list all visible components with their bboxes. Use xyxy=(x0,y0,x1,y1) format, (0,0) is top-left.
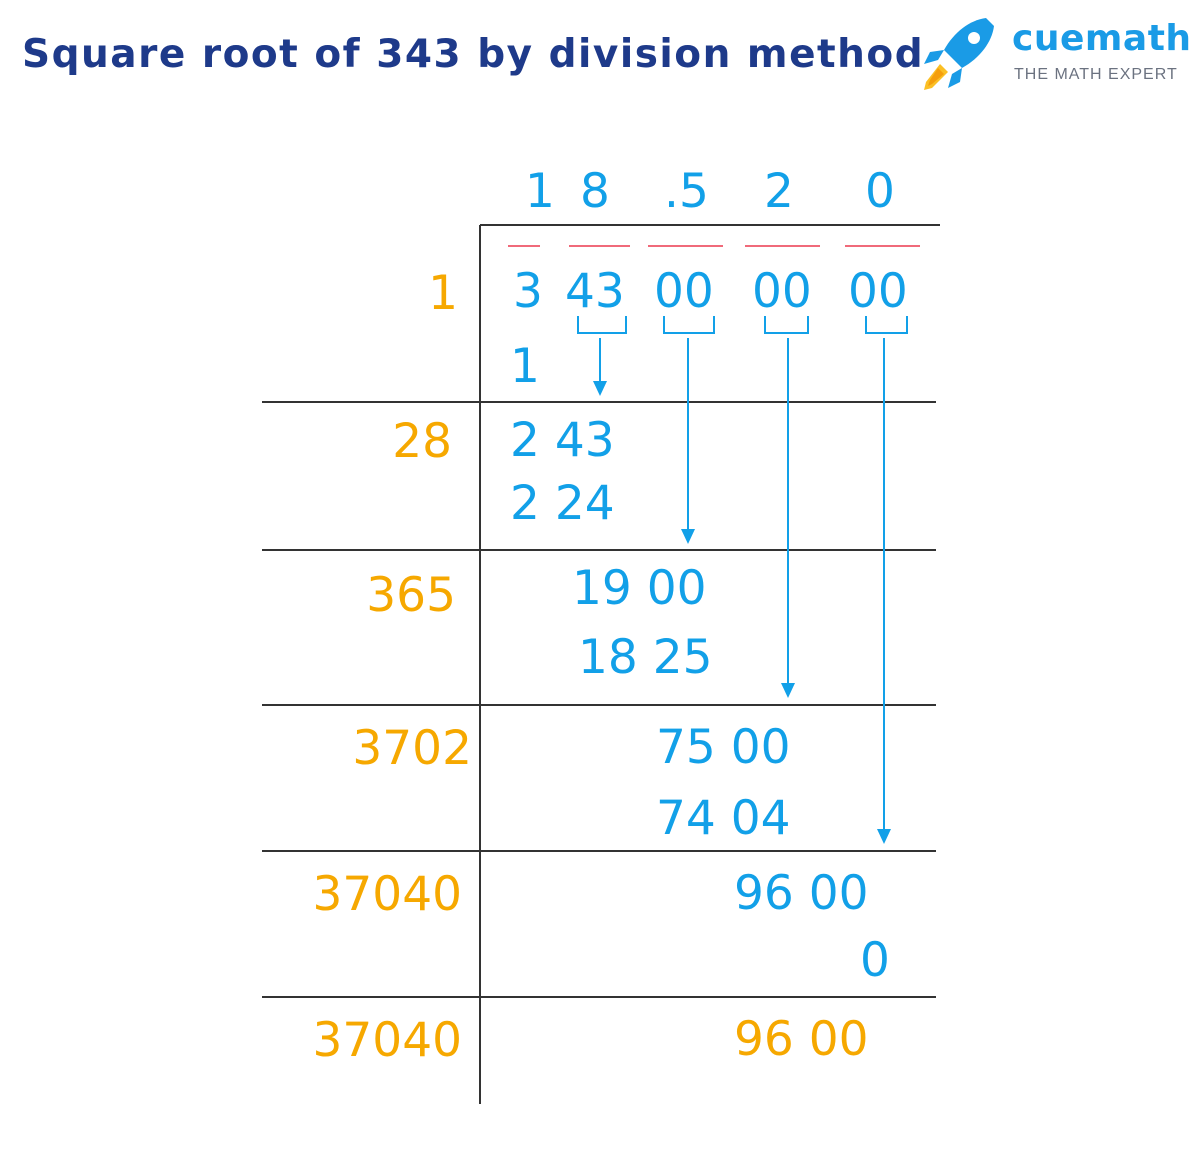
pair-bracket xyxy=(764,316,809,334)
dividend-group: 00 xyxy=(654,264,714,319)
divisor: 3702 xyxy=(352,721,472,776)
page-title: Square root of 343 by division method xyxy=(22,32,925,77)
subtrahend: 0 xyxy=(860,933,890,988)
arrow-head xyxy=(877,829,891,844)
divisor: 28 xyxy=(392,414,452,469)
partial-dividend: 96 00 xyxy=(734,866,869,921)
partial-dividend: 19 00 xyxy=(572,561,707,616)
dividend-group: 3 xyxy=(513,264,543,319)
partial-dividend: 75 00 xyxy=(656,720,791,775)
cuemath-logo: cuemath THE MATH EXPERT xyxy=(918,14,1191,94)
quotient-digit: 2 xyxy=(764,164,794,219)
quotient-digit: 8 xyxy=(580,164,610,219)
logo-brand: cuemath xyxy=(1012,18,1192,59)
pair-bracket xyxy=(865,316,908,334)
divisor: 365 xyxy=(366,568,456,623)
quotient-digit: 0 xyxy=(865,164,895,219)
divisor: 1 xyxy=(428,266,458,321)
rocket-icon xyxy=(924,18,994,90)
divisor: 37040 xyxy=(312,1013,462,1068)
dividend-group: 00 xyxy=(848,264,908,319)
subtrahend: 74 04 xyxy=(656,791,791,846)
subtrahend: 1 xyxy=(510,339,540,394)
divisor: 37040 xyxy=(312,867,462,922)
arrow-head xyxy=(781,683,795,698)
arrow-head xyxy=(593,381,607,396)
pair-bracket xyxy=(663,316,715,334)
subtrahend: 2 24 xyxy=(510,476,615,531)
dividend-group: 00 xyxy=(752,264,812,319)
subtrahend: 18 25 xyxy=(578,630,713,685)
arrow-head xyxy=(681,529,695,544)
partial-dividend: 2 43 xyxy=(510,413,615,468)
final-remainder: 96 00 xyxy=(734,1012,869,1067)
dividend-group: 43 xyxy=(565,264,625,319)
pair-bracket xyxy=(577,316,627,334)
quotient-digit: .5 xyxy=(664,164,709,219)
logo-tagline: THE MATH EXPERT xyxy=(1014,66,1178,83)
quotient-digit: 1 xyxy=(525,164,555,219)
